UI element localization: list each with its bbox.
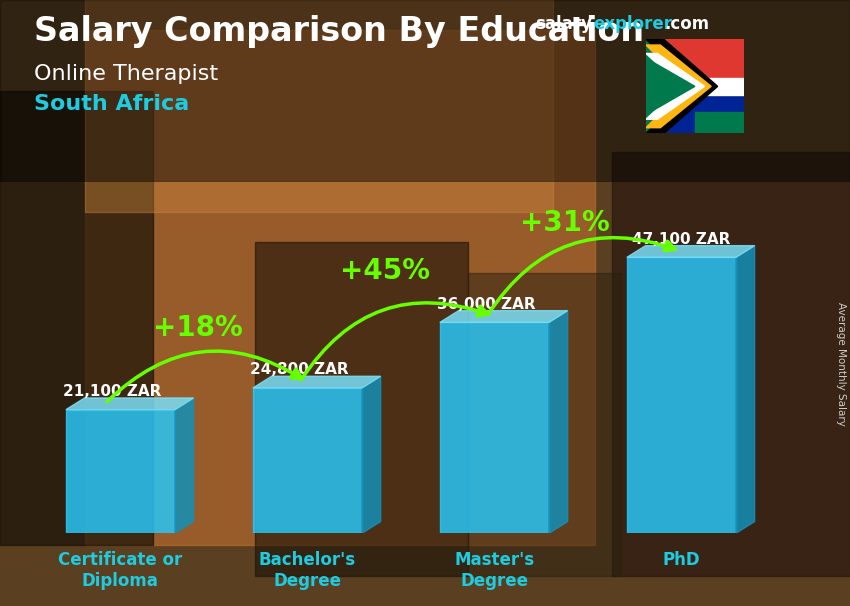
Bar [255,242,468,576]
Polygon shape [66,398,194,410]
Bar [694,112,744,133]
Text: .com: .com [664,15,709,33]
Text: Average Monthly Salary: Average Monthly Salary [836,302,846,425]
Text: Online Therapist: Online Therapist [34,64,218,84]
Polygon shape [440,322,549,533]
Polygon shape [362,376,381,533]
Text: +18%: +18% [154,314,243,342]
Text: PhD: PhD [663,551,700,570]
Text: 36,000 ZAR: 36,000 ZAR [437,297,536,312]
Text: 47,100 ZAR: 47,100 ZAR [632,232,731,247]
Polygon shape [646,53,705,119]
Polygon shape [626,245,755,258]
Polygon shape [253,376,381,388]
Text: Bachelor's
Degree: Bachelor's Degree [259,551,356,590]
Text: 21,100 ZAR: 21,100 ZAR [64,384,162,399]
Polygon shape [626,258,736,533]
Bar [646,87,744,133]
Bar [612,152,850,576]
Polygon shape [440,311,568,322]
Text: 24,800 ZAR: 24,800 ZAR [250,362,349,378]
Polygon shape [66,410,175,533]
Text: salary: salary [536,15,592,33]
Bar [85,30,595,545]
Polygon shape [646,39,694,133]
Bar [468,273,620,576]
Bar [694,39,744,61]
Bar [0,91,153,545]
Text: +31%: +31% [519,209,609,237]
Polygon shape [549,311,568,533]
Text: Salary Comparison By Education: Salary Comparison By Education [34,15,644,48]
Polygon shape [646,45,711,128]
Text: Certificate or
Diploma: Certificate or Diploma [59,551,183,590]
Text: explorer: explorer [593,15,672,33]
Text: +45%: +45% [340,257,430,285]
Polygon shape [646,39,717,133]
Bar [646,39,744,87]
Polygon shape [736,245,755,533]
Polygon shape [253,388,362,533]
Polygon shape [646,63,694,110]
Bar [694,78,744,95]
Polygon shape [175,398,194,533]
Text: South Africa: South Africa [34,94,190,114]
Bar [85,0,552,212]
Text: Master's
Degree: Master's Degree [455,551,535,590]
